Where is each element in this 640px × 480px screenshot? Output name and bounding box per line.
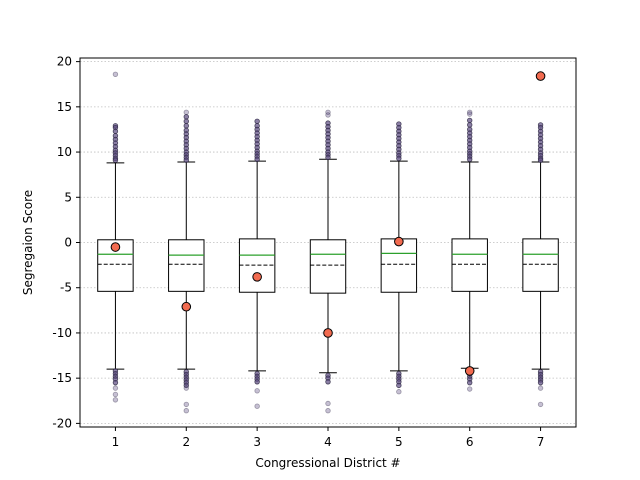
y-axis-title: Segregaion Score [21,190,35,295]
outlier-point [396,389,402,395]
box [451,238,488,292]
y-tick-label: 5 [64,190,72,204]
outlier-point [537,385,544,391]
outlier-point [254,403,260,409]
y-tick-label: -5 [60,281,72,295]
highlight-point [110,242,121,252]
outlier-point [467,156,473,162]
outlier-point [183,408,189,414]
highlight-layer [110,71,546,376]
outlier-point [537,401,544,408]
outlier-point [112,391,119,398]
x-tick-label: 6 [466,435,474,449]
highlight-point [394,236,404,247]
grid-layer [80,61,576,424]
highlight-point [252,272,262,282]
outlier-point [112,128,119,134]
outlier-point [254,379,260,385]
x-tick-label: 2 [182,435,190,449]
outlier-point [396,382,402,389]
box [168,239,205,292]
outlier-point [325,379,331,385]
highlight-point [323,328,333,338]
outlier-point [183,123,189,129]
x-tick-label: 4 [324,435,332,449]
outlier-point [112,157,119,163]
outlier-point [183,157,189,163]
box-layer [97,158,559,374]
highlight-point [464,366,475,376]
y-tick-label: 0 [64,236,72,250]
y-tick-label: -20 [52,416,72,430]
outlier-point [183,382,189,389]
y-tick-label: -10 [52,326,72,340]
box [522,238,559,292]
y-tick-label: 10 [57,145,72,159]
outlier-point [467,386,473,392]
x-axis-title: Congressional District # [255,456,400,470]
outlier-point [254,156,260,162]
x-tick-label: 7 [537,435,545,449]
outlier-point [325,400,331,407]
highlight-point [535,71,546,81]
x-tick-label: 1 [112,435,120,449]
axis-layer: -20 -15 -10 -5 0 5 10 15 20 1 2 3 4 5 6 7 [52,55,544,449]
box [380,238,418,293]
outlier-layer [112,71,544,414]
outlier-point [537,379,544,386]
outlier-point [254,388,260,394]
outlier-point [467,379,473,386]
outlier-point [467,111,473,117]
outlier-point [183,114,189,120]
outlier-point [112,397,119,403]
x-tick-label: 5 [395,435,403,449]
outlier-point [325,154,331,161]
highlight-point [181,301,192,312]
box [309,239,347,294]
outlier-point [537,157,544,163]
outlier-point [396,155,402,162]
outlier-point [183,401,189,408]
outlier-point [325,408,331,414]
y-tick-label: -15 [52,371,72,385]
outlier-point [325,112,331,118]
outlier-point [183,385,189,391]
outlier-point [183,109,189,115]
outlier-point [254,118,260,125]
x-tick-label: 3 [253,435,261,449]
outlier-point [183,118,189,125]
outlier-point [467,117,473,124]
y-tick-label: 15 [57,100,72,114]
outlier-point [112,385,119,391]
outlier-point [325,109,331,115]
outlier-point [112,379,119,386]
outlier-point [467,122,473,128]
y-tick-label: 20 [57,55,72,69]
outlier-point [112,71,119,77]
outlier-point [467,109,473,115]
